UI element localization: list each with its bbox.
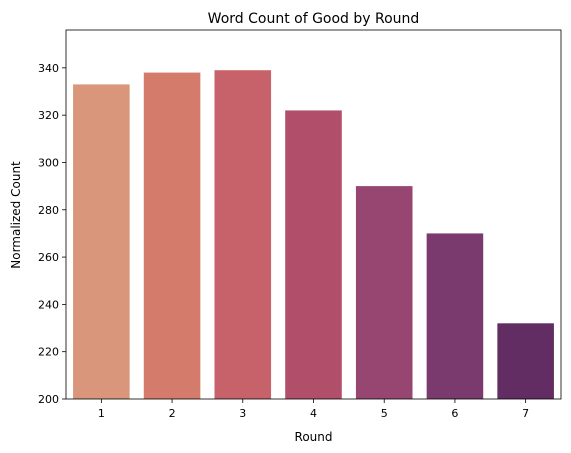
y-tick-label: 240 [38,298,59,311]
bar-round-6 [426,233,484,399]
bar-round-3 [214,70,272,399]
bar-round-1 [73,84,130,400]
x-tick-label: 7 [522,407,529,420]
x-tick-label: 4 [310,407,317,420]
y-tick-label: 320 [38,109,59,122]
y-tick-label: 220 [38,346,59,359]
y-tick-label: 200 [38,393,59,406]
y-tick-label: 260 [38,251,59,264]
x-axis-label: Round [295,430,333,444]
bar-round-4 [285,110,342,399]
bar-round-7 [497,323,554,399]
x-tick-label: 5 [381,407,388,420]
chart-title: Word Count of Good by Round [208,11,420,27]
x-tick-label: 6 [451,407,458,420]
x-tick-label: 3 [239,407,246,420]
ticks-layer: 1 2 3 4 5 6 7 200 220 240 260 280 300 320 340 [38,62,529,420]
x-tick-label: 2 [169,407,176,420]
y-tick-label: 300 [38,156,59,169]
bars-layer [73,70,554,400]
bar-round-2 [143,72,201,400]
y-tick-label: 340 [38,62,59,75]
y-axis-label: Normalized Count [9,161,23,269]
bar-round-5 [355,186,413,399]
y-tick-label: 280 [38,204,59,217]
x-tick-label: 1 [98,407,105,420]
